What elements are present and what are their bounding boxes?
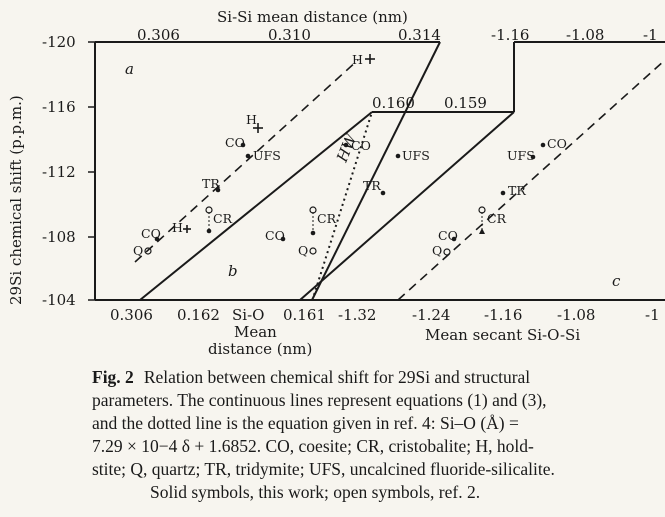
mid-tick-label: 0.159: [444, 94, 487, 112]
panel-label-a: a: [125, 60, 134, 78]
point-cr-c-open: [478, 206, 486, 214]
label-cr: CR: [487, 211, 507, 226]
dashed-fits: [134, 59, 665, 301]
b-axis-title-line3: distance (nm): [208, 340, 312, 358]
label-co: CO: [265, 228, 285, 243]
label-ufs: UFS: [402, 148, 430, 163]
point-tr-c-solid: [500, 190, 506, 196]
y-tick-marks: [88, 41, 95, 301]
point-ufs-a-solid: [245, 153, 251, 159]
y-tick-label: -116: [42, 98, 76, 116]
label-co: CO: [141, 226, 161, 241]
label-co: CO: [438, 228, 458, 243]
point-co-a-solid: [240, 142, 246, 148]
h-plus-markers: [183, 54, 375, 233]
caption-line-5: stite; Q, quartz; TR, tridymite; UFS, un…: [92, 459, 555, 479]
top-tick-label: -1: [643, 26, 658, 44]
point-co-a-solid: [154, 236, 160, 242]
point-tr-a-solid: [215, 187, 221, 193]
bottom-tick-labels: 0.306 0.162 0.161 -1.32 -1.24 -1.16 -1.0…: [110, 306, 660, 324]
y-tick-label: -120: [42, 33, 76, 51]
point-co-b-solid: [280, 236, 286, 242]
point-cr-a-solid: [206, 228, 212, 234]
caption-line-2: parameters. The continuous lines represe…: [92, 390, 547, 410]
caption-line-1: Fig. 2 Relation between chemical shift fo…: [92, 367, 530, 387]
panel-label-b: b: [228, 262, 238, 280]
top-tick-label: 0.314: [398, 26, 441, 44]
mid-tick-label: 0.160: [372, 94, 415, 112]
label-tr: TR: [202, 176, 220, 191]
y-tick-label: -108: [42, 228, 76, 246]
label-tr: TR: [508, 183, 526, 198]
bottom-tick-label: -1.16: [484, 306, 522, 324]
label-cr: CR: [317, 211, 337, 226]
label-q: Q: [133, 243, 143, 258]
point-cr-a-open: [205, 206, 213, 214]
label-h: H: [246, 112, 257, 127]
bottom-tick-label: 0.162: [177, 306, 220, 324]
b-axis-title-line2: Mean: [234, 323, 277, 341]
top-tick-labels-c: -1.16 -1.08 -1: [491, 26, 658, 44]
error-bars: [208, 212, 483, 232]
hw-dotted-line: [313, 111, 373, 296]
caption-line-1-text: Relation between chemical shift for 29Si…: [144, 367, 530, 387]
top-axis-title: Si-Si mean distance (nm): [217, 8, 408, 26]
point-co-c-solid: [451, 236, 457, 242]
bottom-tick-label: 0.161: [283, 306, 326, 324]
panel-label-c: c: [612, 272, 621, 290]
y-axis-title: 29Si chemical shift (p.p.m.): [7, 95, 25, 305]
point-labels: H H CO UFS TR CR H CO Q CO CR Q CO UFS T…: [133, 52, 567, 258]
point-q-c-open: [443, 248, 451, 256]
label-q: Q: [432, 243, 442, 258]
point-cr-b-open: [309, 206, 317, 214]
caption-line-4: 7.29 × 10−4 δ + 1.6852. CO, coesite; CR,…: [92, 436, 534, 456]
data-points: [144, 142, 546, 256]
equation-lines: [139, 41, 515, 301]
y-tick-label: -112: [42, 163, 76, 181]
label-ufs: UFS: [507, 148, 535, 163]
point-q-a-open: [144, 247, 152, 255]
label-cr: CR: [213, 211, 233, 226]
label-q: Q: [298, 243, 308, 258]
top-tick-label: -1.16: [491, 26, 529, 44]
c-axis-title: Mean secant Si-O-Si: [425, 326, 580, 344]
top-tick-label: 0.310: [268, 26, 311, 44]
label-co: CO: [225, 135, 245, 150]
b-axis-title-line1: Si-O: [232, 306, 264, 324]
label-co: CO: [547, 136, 567, 151]
top-tick-label: -1.08: [566, 26, 604, 44]
bottom-tick-label: -1: [645, 306, 660, 324]
point-co-b-upper: [343, 142, 349, 148]
point-cr-b-solid: [310, 230, 316, 236]
caption-fig-label: Fig. 2: [92, 367, 134, 387]
bottom-tick-label: -1.32: [338, 306, 376, 324]
bottom-tick-label: -1.08: [557, 306, 595, 324]
y-tick-labels: -120 -116 -112 -108 -104: [42, 33, 76, 309]
y-tick-label: -104: [42, 291, 76, 309]
point-ufs-b-upper: [395, 153, 401, 159]
label-h: H: [172, 220, 183, 235]
point-tr-b-upper: [380, 190, 386, 196]
plot-frame: [94, 41, 665, 301]
caption-line-6: Solid symbols, this work; open symbols, …: [150, 482, 480, 502]
top-tick-label: 0.306: [137, 26, 180, 44]
point-q-b-open: [309, 247, 317, 255]
point-ufs-c-solid: [530, 154, 536, 160]
bottom-tick-label: -1.24: [412, 306, 450, 324]
point-co-c-upper: [540, 142, 546, 148]
point-cr-c-solid: [479, 228, 485, 234]
label-tr: TR: [363, 178, 381, 193]
bottom-tick-label: 0.306: [110, 306, 153, 324]
caption: Fig. 2 Relation between chemical shift fo…: [92, 367, 555, 502]
label-h: H: [352, 52, 363, 67]
label-co: CO: [351, 138, 371, 153]
mid-tick-labels-b: 0.160 0.159: [372, 94, 487, 112]
top-tick-labels-a: 0.306 0.310 0.314: [137, 26, 441, 44]
caption-line-3: and the dotted line is the equation give…: [92, 413, 519, 433]
label-ufs: UFS: [253, 148, 281, 163]
